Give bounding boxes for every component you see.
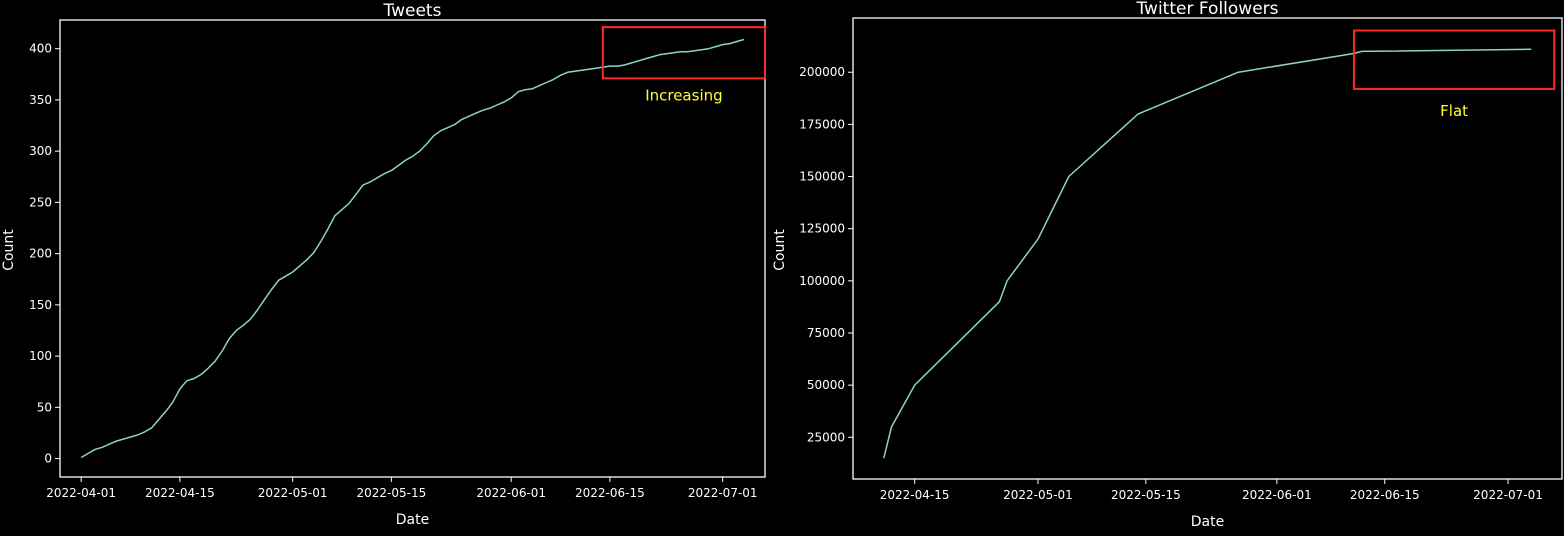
followers-x-ticks: 2022-04-15 2022-05-01 2022-05-15 2022-06-01… [880, 479, 1543, 502]
followers-highlight-box [1352, 29, 1556, 90]
followers-series [883, 48, 1532, 459]
tweets-y-tick-label: 150 [29, 298, 52, 312]
tweets-series [80, 38, 745, 459]
tweets-y-tick-label: 200 [29, 247, 52, 261]
followers-x-tick-label: 2022-05-01 [1003, 488, 1073, 502]
followers-y-tick-label: 50000 [807, 378, 845, 392]
followers-y-tick-label: 100000 [799, 274, 845, 288]
followers-y-tick-label: 200000 [799, 65, 845, 79]
tweets-chart-title: Tweets [383, 1, 442, 21]
followers-x-tick-label: 2022-07-01 [1473, 488, 1543, 502]
tweets-y-tick-label: 350 [29, 93, 52, 107]
followers-y-axis-title: Count [772, 229, 788, 271]
tweets-x-tick-label: 2022-06-15 [575, 486, 645, 500]
tweets-y-ticks: 0 50 100 150 200 250 300 350 400 [29, 42, 60, 466]
followers-chart: Twitter Followers Date Count 2022-04-15 2… [772, 0, 1563, 530]
followers-y-tick-label: 25000 [807, 430, 845, 444]
tweets-y-tick-label: 100 [29, 349, 52, 363]
tweets-highlight-box [601, 26, 766, 80]
tweets-plot-area [59, 19, 766, 478]
followers-y-tick-label: 175000 [799, 117, 845, 131]
followers-y-tick-label: 125000 [799, 222, 845, 236]
tweets-y-tick-label: 0 [44, 452, 52, 466]
tweets-x-tick-label: 2022-06-01 [476, 486, 546, 500]
tweets-y-tick-label: 250 [29, 195, 52, 209]
tweets-x-tick-label: 2022-04-01 [46, 486, 116, 500]
tweets-annotation: Increasing [601, 26, 766, 104]
followers-x-tick-label: 2022-06-15 [1350, 488, 1420, 502]
tweets-x-axis-title: Date [396, 512, 429, 528]
followers-x-tick-label: 2022-06-01 [1242, 488, 1312, 502]
followers-y-ticks: 25000 50000 75000 100000 125000 150000 175000 2… [799, 65, 853, 444]
followers-x-axis-title: Date [1191, 514, 1224, 530]
followers-chart-title: Twitter Followers [1135, 0, 1278, 19]
tweets-y-tick-label: 50 [37, 400, 52, 414]
tweets-y-tick-label: 300 [29, 144, 52, 158]
tweets-x-ticks: 2022-04-01 2022-04-15 2022-05-01 2022-05-15… [46, 477, 758, 500]
tweets-chart: Tweets Date Count 2022-04-01 2022-04-15 20… [1, 1, 766, 528]
tweets-annotation-label: Increasing [645, 86, 722, 104]
tweets-series-line [80, 38, 745, 459]
tweets-x-tick-label: 2022-07-01 [688, 486, 758, 500]
tweets-x-tick-label: 2022-05-01 [258, 486, 328, 500]
followers-y-tick-label: 150000 [799, 170, 845, 184]
followers-y-tick-label: 75000 [807, 326, 845, 340]
followers-annotation-label: Flat [1440, 102, 1468, 120]
tweets-x-tick-label: 2022-04-15 [145, 486, 215, 500]
tweets-x-tick-label: 2022-05-15 [356, 486, 426, 500]
followers-x-tick-label: 2022-04-15 [880, 488, 950, 502]
followers-annotation: Flat [1352, 29, 1556, 120]
followers-series-line [883, 48, 1532, 459]
followers-plot-area [852, 17, 1563, 480]
tweets-y-tick-label: 400 [29, 42, 52, 56]
followers-x-tick-label: 2022-05-15 [1111, 488, 1181, 502]
tweets-y-axis-title: Count [1, 229, 17, 271]
